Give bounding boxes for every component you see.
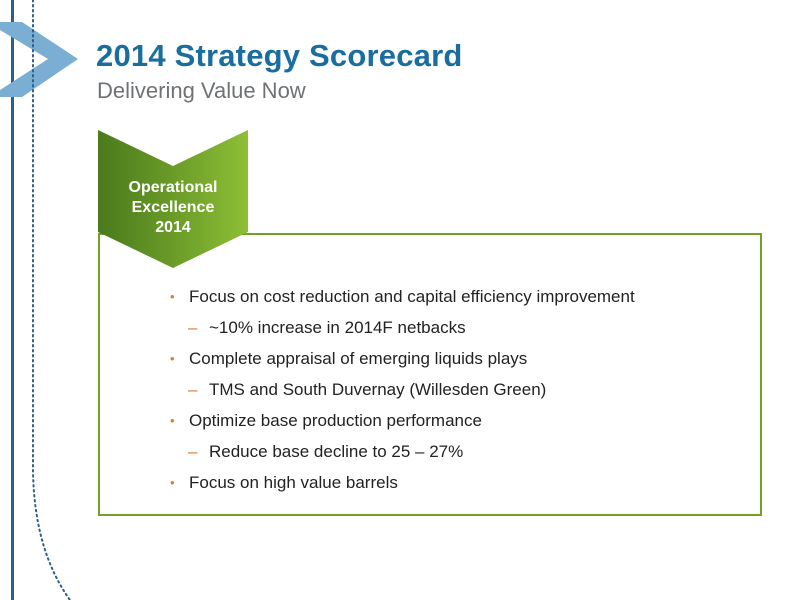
content-box (98, 233, 762, 516)
bullet-text: Focus on high value barrels (189, 473, 398, 492)
sub-bullet-item: – Reduce base decline to 25 – 27% (165, 436, 755, 467)
dash-icon: – (188, 380, 198, 399)
page-title: 2014 Strategy Scorecard (96, 38, 463, 73)
pillar-label-line1: Operational (128, 179, 218, 196)
left-vertical-rule (11, 0, 14, 600)
dash-icon: – (188, 442, 198, 461)
bullet-item: • Complete appraisal of emerging liquids… (165, 343, 755, 374)
bullet-item: • Optimize base production performance (165, 405, 755, 436)
sub-bullet-item: – TMS and South Duvernay (Willesden Gree… (165, 374, 755, 405)
pillar-shape (98, 130, 248, 268)
bullet-text: Optimize base production performance (189, 411, 482, 430)
page-subtitle: Delivering Value Now (97, 78, 306, 103)
bullet-dot-icon: • (170, 351, 175, 366)
bullet-item: • Focus on cost reduction and capital ef… (165, 281, 755, 312)
pillar-label-line2: Excellence (131, 199, 215, 216)
bullet-dot-icon: • (170, 289, 175, 304)
pillar-label-line3: 2014 (155, 219, 191, 236)
pillar-label: Operational Excellence 2014 (98, 178, 248, 238)
bullet-dot-icon: • (170, 413, 175, 428)
bullet-dot-icon: • (170, 475, 175, 490)
bullet-text: Focus on cost reduction and capital effi… (189, 287, 635, 306)
bullet-list: • Focus on cost reduction and capital ef… (165, 281, 755, 498)
sub-bullet-item: – ~10% increase in 2014F netbacks (165, 312, 755, 343)
bullet-text: Complete appraisal of emerging liquids p… (189, 349, 528, 368)
sub-bullet-text: ~10% increase in 2014F netbacks (209, 318, 466, 337)
sub-bullet-text: Reduce base decline to 25 – 27% (209, 442, 464, 461)
sub-bullet-text: TMS and South Duvernay (Willesden Green) (209, 380, 547, 399)
blue-chevron-icon (0, 22, 78, 97)
bullet-item: • Focus on high value barrels (165, 467, 755, 498)
dash-icon: – (188, 318, 198, 337)
dotted-curve-decoration (32, 0, 71, 600)
pillar-badge: Operational Excellence 2014 (98, 130, 248, 268)
